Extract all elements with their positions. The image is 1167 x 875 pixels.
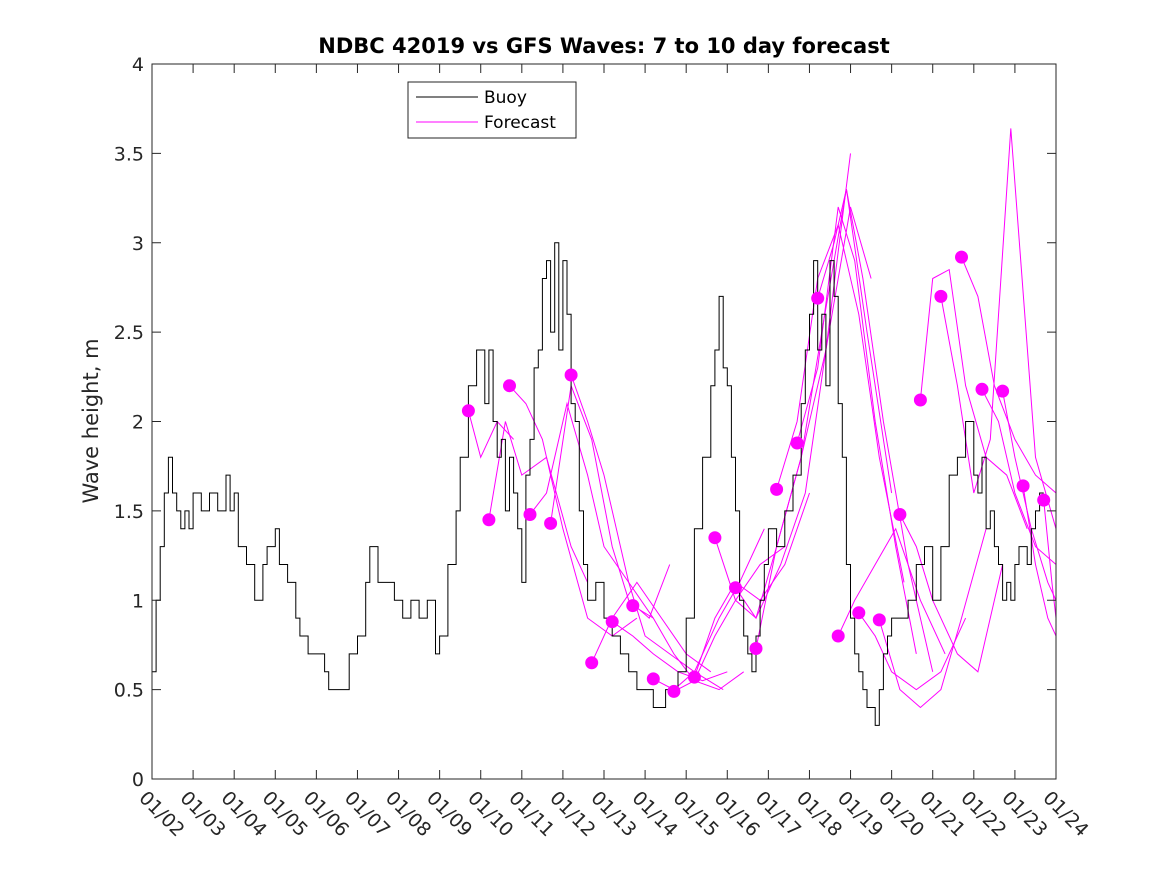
forecast-line-19 [858,612,967,691]
forecast-point-10 [667,684,681,698]
forecast-line-11 [693,492,810,678]
forecast-point-8 [626,599,640,613]
chart-title: NDBC 42019 vs GFS Waves: 7 to 10 day for… [318,34,889,58]
forecast-line-1 [488,421,589,583]
forecast-point-18 [831,629,845,643]
forecast-point-22 [913,393,927,407]
forecast-point-25 [975,382,989,396]
series-layer [152,128,1057,726]
forecast-point-12 [708,531,722,545]
y-tick-label: 1 [132,590,144,612]
x-tick-label: 01/05 [258,787,312,841]
x-tick-label: 01/11 [504,787,558,841]
x-tick-label: 01/22 [956,787,1010,841]
forecast-point-15 [770,482,784,496]
x-tick-label: 01/06 [299,787,353,841]
forecast-point-9 [646,672,660,686]
buoy-line [152,242,1044,726]
forecast-point-26 [996,384,1010,398]
x-tick-label: 01/02 [134,787,188,841]
forecast-point-14 [749,642,763,655]
x-tick-label: 01/09 [422,787,476,841]
x-tick-label: 01/10 [463,787,517,841]
forecast-point-6 [585,656,599,670]
legend: Buoy Forecast [407,81,577,139]
x-tick-label: 01/19 [833,787,887,841]
x-tick-label: 01/15 [669,787,723,841]
forecast-point-2 [503,379,516,393]
forecast-point-24 [955,250,968,264]
x-tick-label: 01/14 [628,787,682,841]
forecast-line-23 [940,128,1057,529]
forecast-point-16 [790,436,804,450]
forecast-point-5 [564,368,578,382]
forecast-point-27 [1016,479,1030,493]
x-tick-label: 01/07 [340,787,394,841]
x-tick-label: 01/12 [545,787,599,841]
y-tick-label: 0 [132,769,144,791]
forecast-point-4 [544,516,558,530]
x-tick-label: 01/08 [381,787,435,841]
forecast-point-17 [811,291,825,305]
forecast-line-28 [1043,500,1057,619]
forecast-point-28 [1037,493,1051,507]
x-tick-label: 01/18 [792,787,846,841]
forecast-line-18 [837,527,946,655]
x-tick-label: 01/17 [751,787,805,841]
forecast-point-19 [852,606,866,620]
legend-forecast-label: Forecast [484,113,556,133]
forecast-line-24 [961,256,1057,494]
x-tick-label: 01/24 [1038,787,1092,841]
x-tick-label: 01/16 [710,787,764,841]
y-tick-label: 0.5 [114,680,144,702]
y-tick-label: 2 [132,412,144,434]
forecast-point-23 [934,289,948,303]
x-tick-label: 01/03 [176,787,230,841]
forecast-line-25 [981,389,1057,565]
legend-box [407,81,577,139]
forecast-line-8 [632,605,744,691]
x-tick-label: 01/13 [586,787,640,841]
forecast-point-20 [872,613,886,627]
y-tick-label: 3 [132,233,144,255]
forecast-line-22 [919,268,1028,529]
forecast-line-7 [611,621,728,682]
legend-buoy-label: Buoy [484,88,527,108]
forecast-line-27 [1022,485,1057,637]
forecast-point-3 [523,508,537,521]
forecast-line-0 [467,410,514,459]
forecast-point-13 [729,581,742,595]
forecast-line-16 [796,206,917,654]
forecast-point-7 [605,615,619,629]
forecast-point-21 [893,508,907,521]
x-tick-label: 01/23 [997,787,1051,841]
y-tick-label: 3.5 [114,143,144,165]
x-tick-label: 01/20 [874,787,928,841]
y-axis-label: Wave height, m [79,338,103,503]
x-tick-label: 01/21 [915,787,969,841]
y-tick-label: 1.5 [114,501,144,523]
forecast-point-1 [482,513,496,527]
x-tick-label: 01/04 [217,787,271,841]
y-tick-label: 4 [132,54,144,76]
forecast-point-0 [461,404,475,418]
forecast-line-21 [899,514,1004,673]
forecast-point-11 [687,670,701,684]
forecast-line-20 [878,528,987,709]
plot-background [152,64,1056,779]
y-tick-label: 2.5 [114,322,144,344]
